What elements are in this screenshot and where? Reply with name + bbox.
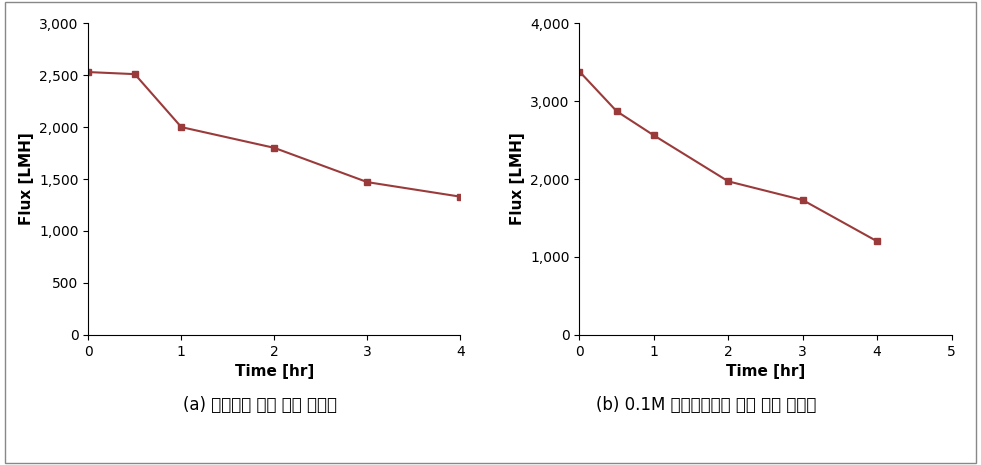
Y-axis label: Flux [LMH]: Flux [LMH] [19, 133, 33, 226]
X-axis label: Time [hr]: Time [hr] [726, 364, 805, 379]
Y-axis label: Flux [LMH]: Flux [LMH] [510, 133, 525, 226]
Text: (b) 0.1M 질산용액으로 표면 개질 금속막: (b) 0.1M 질산용액으로 표면 개질 금속막 [596, 396, 816, 413]
X-axis label: Time [hr]: Time [hr] [234, 364, 314, 379]
Text: (a) 표면개질 하지 않은 금속막: (a) 표면개질 하지 않은 금속막 [183, 396, 336, 413]
